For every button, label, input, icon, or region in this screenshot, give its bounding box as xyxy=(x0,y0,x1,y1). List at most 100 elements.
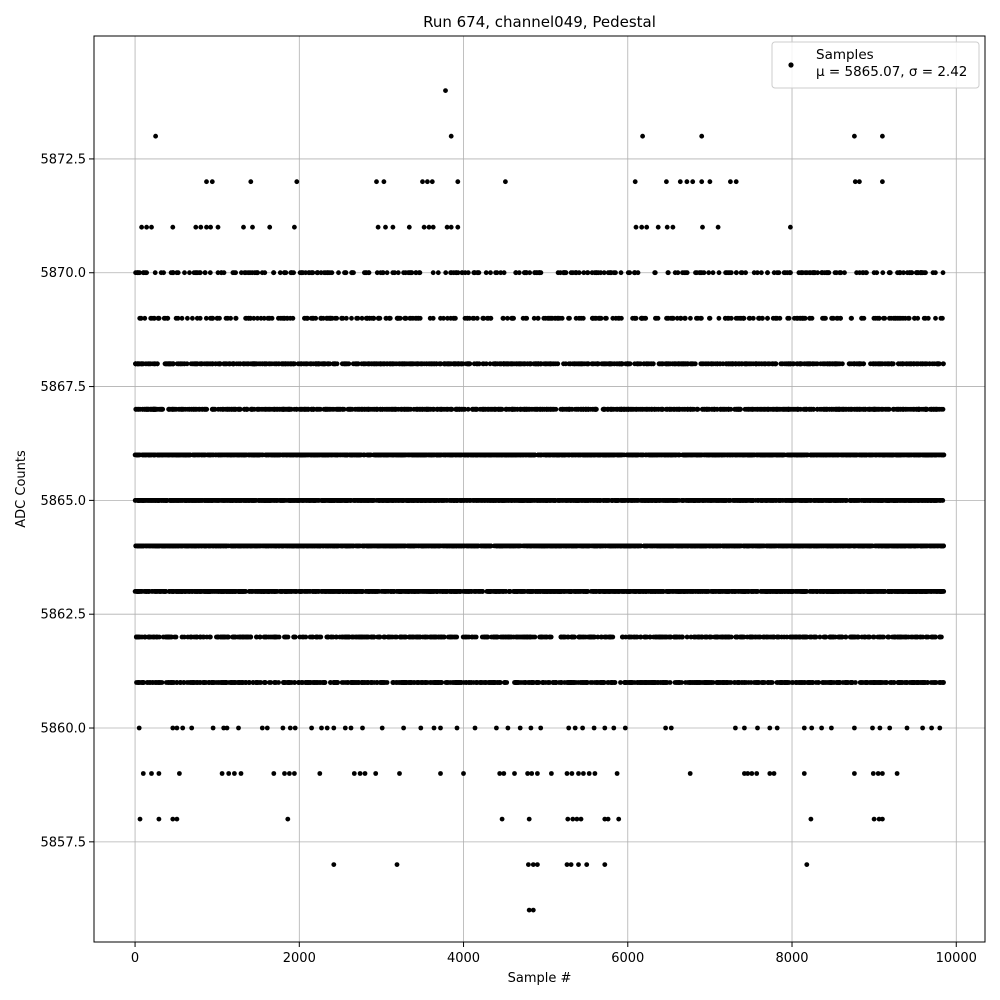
data-point xyxy=(543,680,549,685)
data-point xyxy=(594,680,600,685)
data-point xyxy=(284,589,289,594)
data-point xyxy=(692,543,698,549)
data-point xyxy=(267,224,273,230)
data-point xyxy=(857,179,862,185)
data-point xyxy=(864,680,870,685)
data-point xyxy=(438,725,443,731)
data-point xyxy=(372,680,377,685)
data-point xyxy=(282,771,287,776)
data-point xyxy=(443,680,449,685)
data-point xyxy=(868,543,873,549)
data-point xyxy=(852,771,857,776)
data-point xyxy=(719,680,724,685)
data-point xyxy=(693,589,698,594)
data-point xyxy=(867,634,872,640)
data-point xyxy=(678,543,684,549)
data-point xyxy=(549,771,554,776)
data-point xyxy=(534,543,540,549)
data-point xyxy=(570,634,576,640)
data-point xyxy=(538,634,544,640)
data-point xyxy=(821,589,827,594)
data-point xyxy=(699,634,705,640)
data-point xyxy=(880,543,885,549)
data-point xyxy=(576,634,582,640)
data-point xyxy=(334,543,339,549)
data-point xyxy=(823,543,829,549)
data-point xyxy=(744,543,749,549)
data-point xyxy=(505,725,511,731)
data-point xyxy=(880,771,885,776)
data-point xyxy=(504,680,510,685)
data-point xyxy=(303,634,309,640)
data-point xyxy=(616,816,622,822)
data-point xyxy=(817,634,823,640)
data-point xyxy=(186,680,192,685)
data-point xyxy=(497,771,503,776)
data-point xyxy=(598,680,604,685)
data-point xyxy=(939,589,945,594)
data-point xyxy=(770,543,776,549)
data-point xyxy=(580,725,585,731)
data-point xyxy=(734,543,740,549)
data-point xyxy=(774,589,780,594)
data-point xyxy=(808,816,814,822)
data-point xyxy=(398,680,404,685)
data-point xyxy=(722,634,728,640)
data-point xyxy=(821,634,827,640)
data-point xyxy=(257,634,263,640)
data-point xyxy=(418,543,423,549)
data-point xyxy=(682,589,688,594)
data-point xyxy=(135,680,141,685)
data-point xyxy=(691,680,696,685)
data-point xyxy=(626,589,631,594)
data-point xyxy=(329,634,334,640)
data-point xyxy=(355,543,361,549)
data-point xyxy=(734,634,740,640)
data-point xyxy=(370,589,376,594)
data-point xyxy=(428,589,433,594)
data-point xyxy=(707,179,713,185)
data-point xyxy=(344,634,350,640)
data-point xyxy=(797,634,803,640)
data-point xyxy=(641,543,647,549)
data-point xyxy=(208,634,213,640)
data-point xyxy=(401,725,406,731)
data-point xyxy=(749,771,755,776)
data-point xyxy=(737,589,742,594)
data-point xyxy=(565,680,571,685)
data-point xyxy=(664,634,669,640)
data-point xyxy=(441,543,447,549)
data-point xyxy=(629,634,635,640)
data-point xyxy=(703,634,709,640)
data-point xyxy=(828,634,834,640)
data-point xyxy=(332,680,338,685)
data-point xyxy=(724,543,730,549)
data-point xyxy=(640,133,645,139)
data-point xyxy=(204,179,209,185)
data-point xyxy=(547,589,553,594)
data-point xyxy=(570,543,576,549)
data-point xyxy=(142,634,147,640)
data-point xyxy=(807,680,813,685)
data-point xyxy=(909,589,914,594)
data-point xyxy=(837,634,842,640)
data-point xyxy=(687,589,692,594)
data-point xyxy=(235,634,241,640)
data-point xyxy=(762,589,768,594)
data-point xyxy=(684,634,690,640)
data-point xyxy=(581,634,587,640)
data-point xyxy=(788,224,793,230)
data-point xyxy=(262,680,268,685)
data-point xyxy=(136,589,142,594)
data-point xyxy=(904,634,909,640)
data-point xyxy=(454,725,460,731)
data-point xyxy=(313,634,319,640)
data-point xyxy=(619,634,625,640)
data-point xyxy=(248,634,253,640)
data-point xyxy=(513,634,519,640)
data-point xyxy=(774,725,780,731)
data-point xyxy=(885,543,890,549)
data-point xyxy=(929,725,934,731)
data-point xyxy=(420,634,426,640)
data-point xyxy=(771,771,777,776)
